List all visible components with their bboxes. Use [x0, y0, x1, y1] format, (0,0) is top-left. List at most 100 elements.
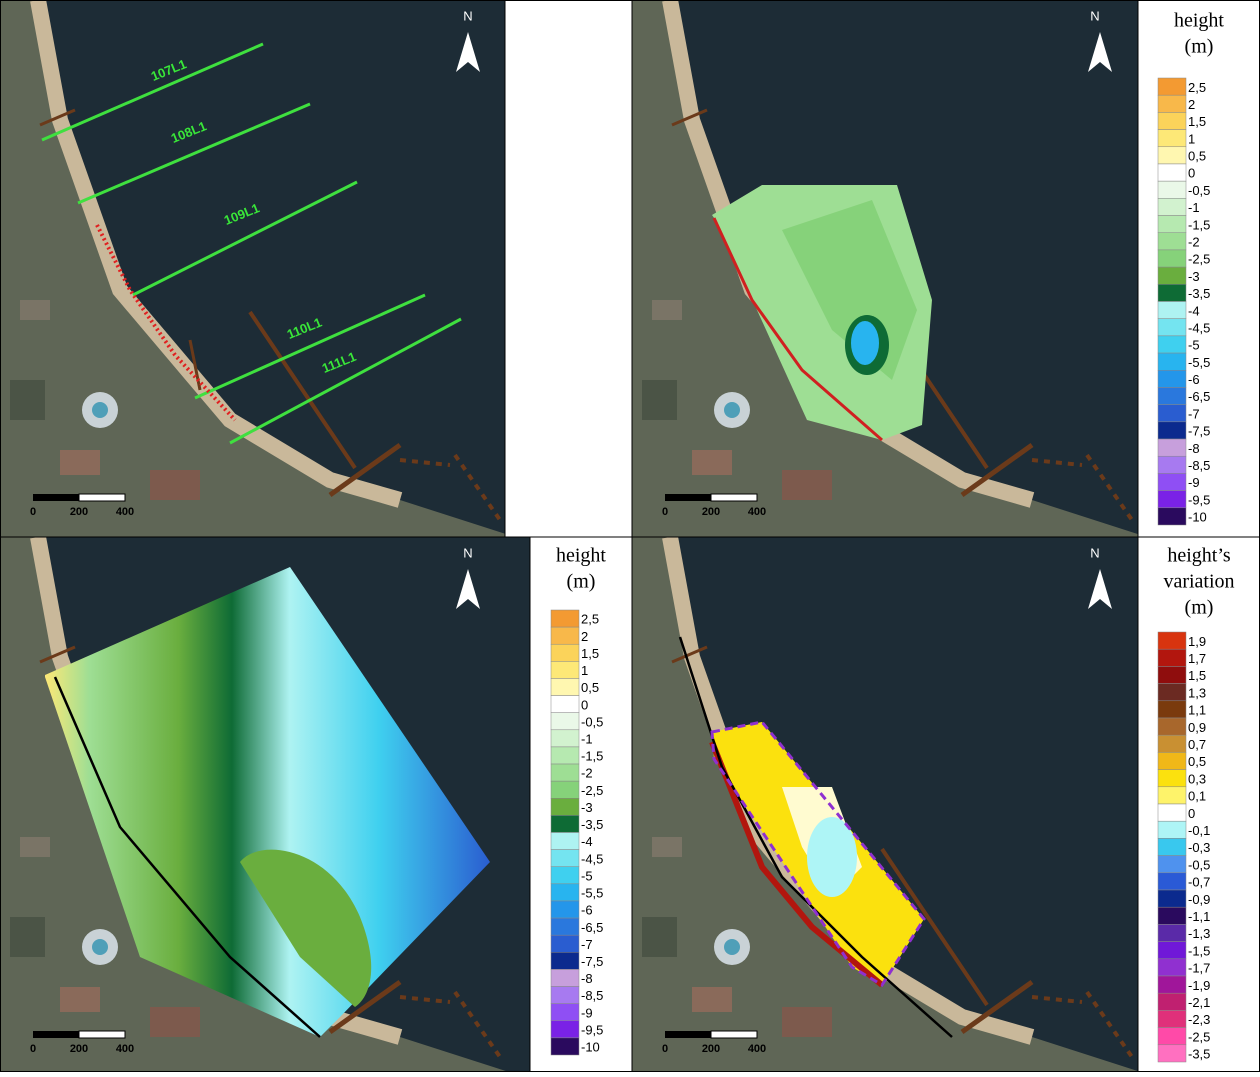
legend-label: -2,5: [581, 783, 603, 798]
legend-label: -2: [581, 766, 593, 781]
legend-label: -0,5: [1188, 857, 1210, 872]
legend-label: -9: [1188, 475, 1200, 490]
legend-label: -3,5: [1188, 286, 1210, 301]
legend-swatch: [1157, 666, 1187, 684]
legend-label: -1,9: [1188, 978, 1210, 993]
legend-swatch: [1157, 872, 1187, 891]
map-1: 107L1 108L1 109L1 110L1 111L1 N 0 200 40…: [0, 0, 540, 545]
legend-swatch: [550, 900, 580, 919]
scale-label: 0: [30, 1043, 36, 1055]
legend-label: 2,5: [581, 612, 599, 627]
legend-label: -3: [1188, 269, 1200, 284]
legend-label: -7,5: [581, 954, 603, 969]
legend-swatch: [1157, 284, 1187, 302]
legend-label: -1,5: [1188, 943, 1210, 958]
legend-swatch: [1157, 975, 1187, 994]
legend-swatch: [550, 969, 580, 987]
legend-label: -0,7: [1188, 875, 1210, 890]
legend-swatch: [1157, 232, 1187, 251]
legend-swatch: [550, 678, 580, 696]
legend-swatch: [1157, 301, 1187, 319]
scale-label: 400: [748, 506, 766, 518]
legend-label: -6,5: [581, 920, 603, 935]
legend-label: 1,9: [1188, 634, 1206, 649]
legend-swatch: [1157, 906, 1187, 925]
legend-swatch: [1157, 198, 1187, 216]
legend-swatch: [1157, 958, 1187, 977]
legend-swatch: [1157, 473, 1187, 491]
legend-label: 2: [1188, 97, 1195, 112]
legend-label: 0: [1188, 806, 1195, 821]
legend-swatch: [1157, 838, 1187, 856]
legend-swatch: [550, 798, 580, 816]
legend-swatch: [1157, 631, 1187, 650]
map-4: N 0 200 400: [632, 537, 1172, 1072]
legend-swatch: [1157, 421, 1187, 440]
legend-label: 0,5: [1188, 754, 1206, 769]
legend-swatch: [1157, 717, 1187, 736]
legend-label: 0,5: [1188, 149, 1206, 164]
legend-label: 2,5: [1188, 80, 1206, 95]
legend-title: (m): [1185, 36, 1214, 58]
legend-swatch: [550, 729, 580, 748]
legend-swatch: [1157, 112, 1187, 130]
legend-swatch: [1157, 855, 1187, 874]
scale-label: 400: [116, 506, 134, 518]
legend-swatch: [1157, 404, 1187, 423]
legend-label: -8: [581, 971, 593, 986]
legend-swatch: [1157, 352, 1187, 371]
legend-label: -8,5: [1188, 458, 1210, 473]
legend-label: 0,3: [1188, 771, 1206, 786]
legend-title: height: [1174, 10, 1224, 32]
legend-title: (m): [1185, 597, 1214, 619]
legend-title: variation: [1163, 571, 1234, 593]
legend-swatch: [550, 917, 580, 936]
scale-label: 0: [662, 1043, 668, 1055]
legend-swatch: [1157, 820, 1187, 839]
legend-swatch: [1157, 803, 1187, 822]
legend-label: 1,5: [1188, 114, 1206, 129]
legend-label: 1: [581, 663, 588, 678]
legend-label: -9: [581, 1005, 593, 1020]
legend-label: -4: [581, 834, 593, 849]
legend-swatch: [550, 780, 580, 799]
legend-label: -8: [1188, 441, 1200, 456]
legend-label: -0,1: [1188, 823, 1210, 838]
scale-label: 400: [748, 1043, 766, 1055]
legend-label: -6,5: [1188, 389, 1210, 404]
scale-label: 0: [662, 506, 668, 518]
legend-label: 0,7: [1188, 737, 1206, 752]
north: N: [1090, 545, 1099, 560]
legend-swatch: [1157, 992, 1187, 1011]
legend-swatch: [550, 849, 580, 867]
legend-swatch: [1157, 507, 1187, 526]
scale-label: 200: [70, 1043, 88, 1055]
legend-label: -4,5: [1188, 320, 1210, 335]
legend-label: -1,5: [1188, 217, 1210, 232]
legend-label: 1,5: [581, 646, 599, 661]
legend-label: 2: [581, 629, 588, 644]
legend-label: -3,5: [581, 817, 603, 832]
legend-label: -0,3: [1188, 840, 1210, 855]
legend-label: 1: [1188, 131, 1195, 146]
legend-swatch: [1157, 77, 1187, 96]
legend-swatch: [1157, 648, 1187, 667]
legend-swatch: [550, 986, 580, 1004]
legend-swatch: [1157, 266, 1187, 285]
map-2: N 0 200 400: [632, 0, 1172, 545]
legend-swatch: [550, 952, 580, 970]
scale-label: 0: [30, 506, 36, 518]
north: N: [1090, 8, 1099, 23]
legend-swatch: [1157, 387, 1187, 405]
legend-label: 1,3: [1188, 685, 1206, 700]
legend-title: (m): [567, 571, 596, 593]
legend-swatch: [1157, 163, 1187, 182]
legend-label: -3: [581, 800, 593, 815]
legend-label: 0: [1188, 166, 1195, 181]
legend-swatch: [550, 832, 580, 850]
legend-label: -10: [581, 1040, 600, 1055]
legend-swatch: [1157, 1027, 1187, 1046]
scale-label: 400: [116, 1043, 134, 1055]
legend-label: -1,3: [1188, 926, 1210, 941]
